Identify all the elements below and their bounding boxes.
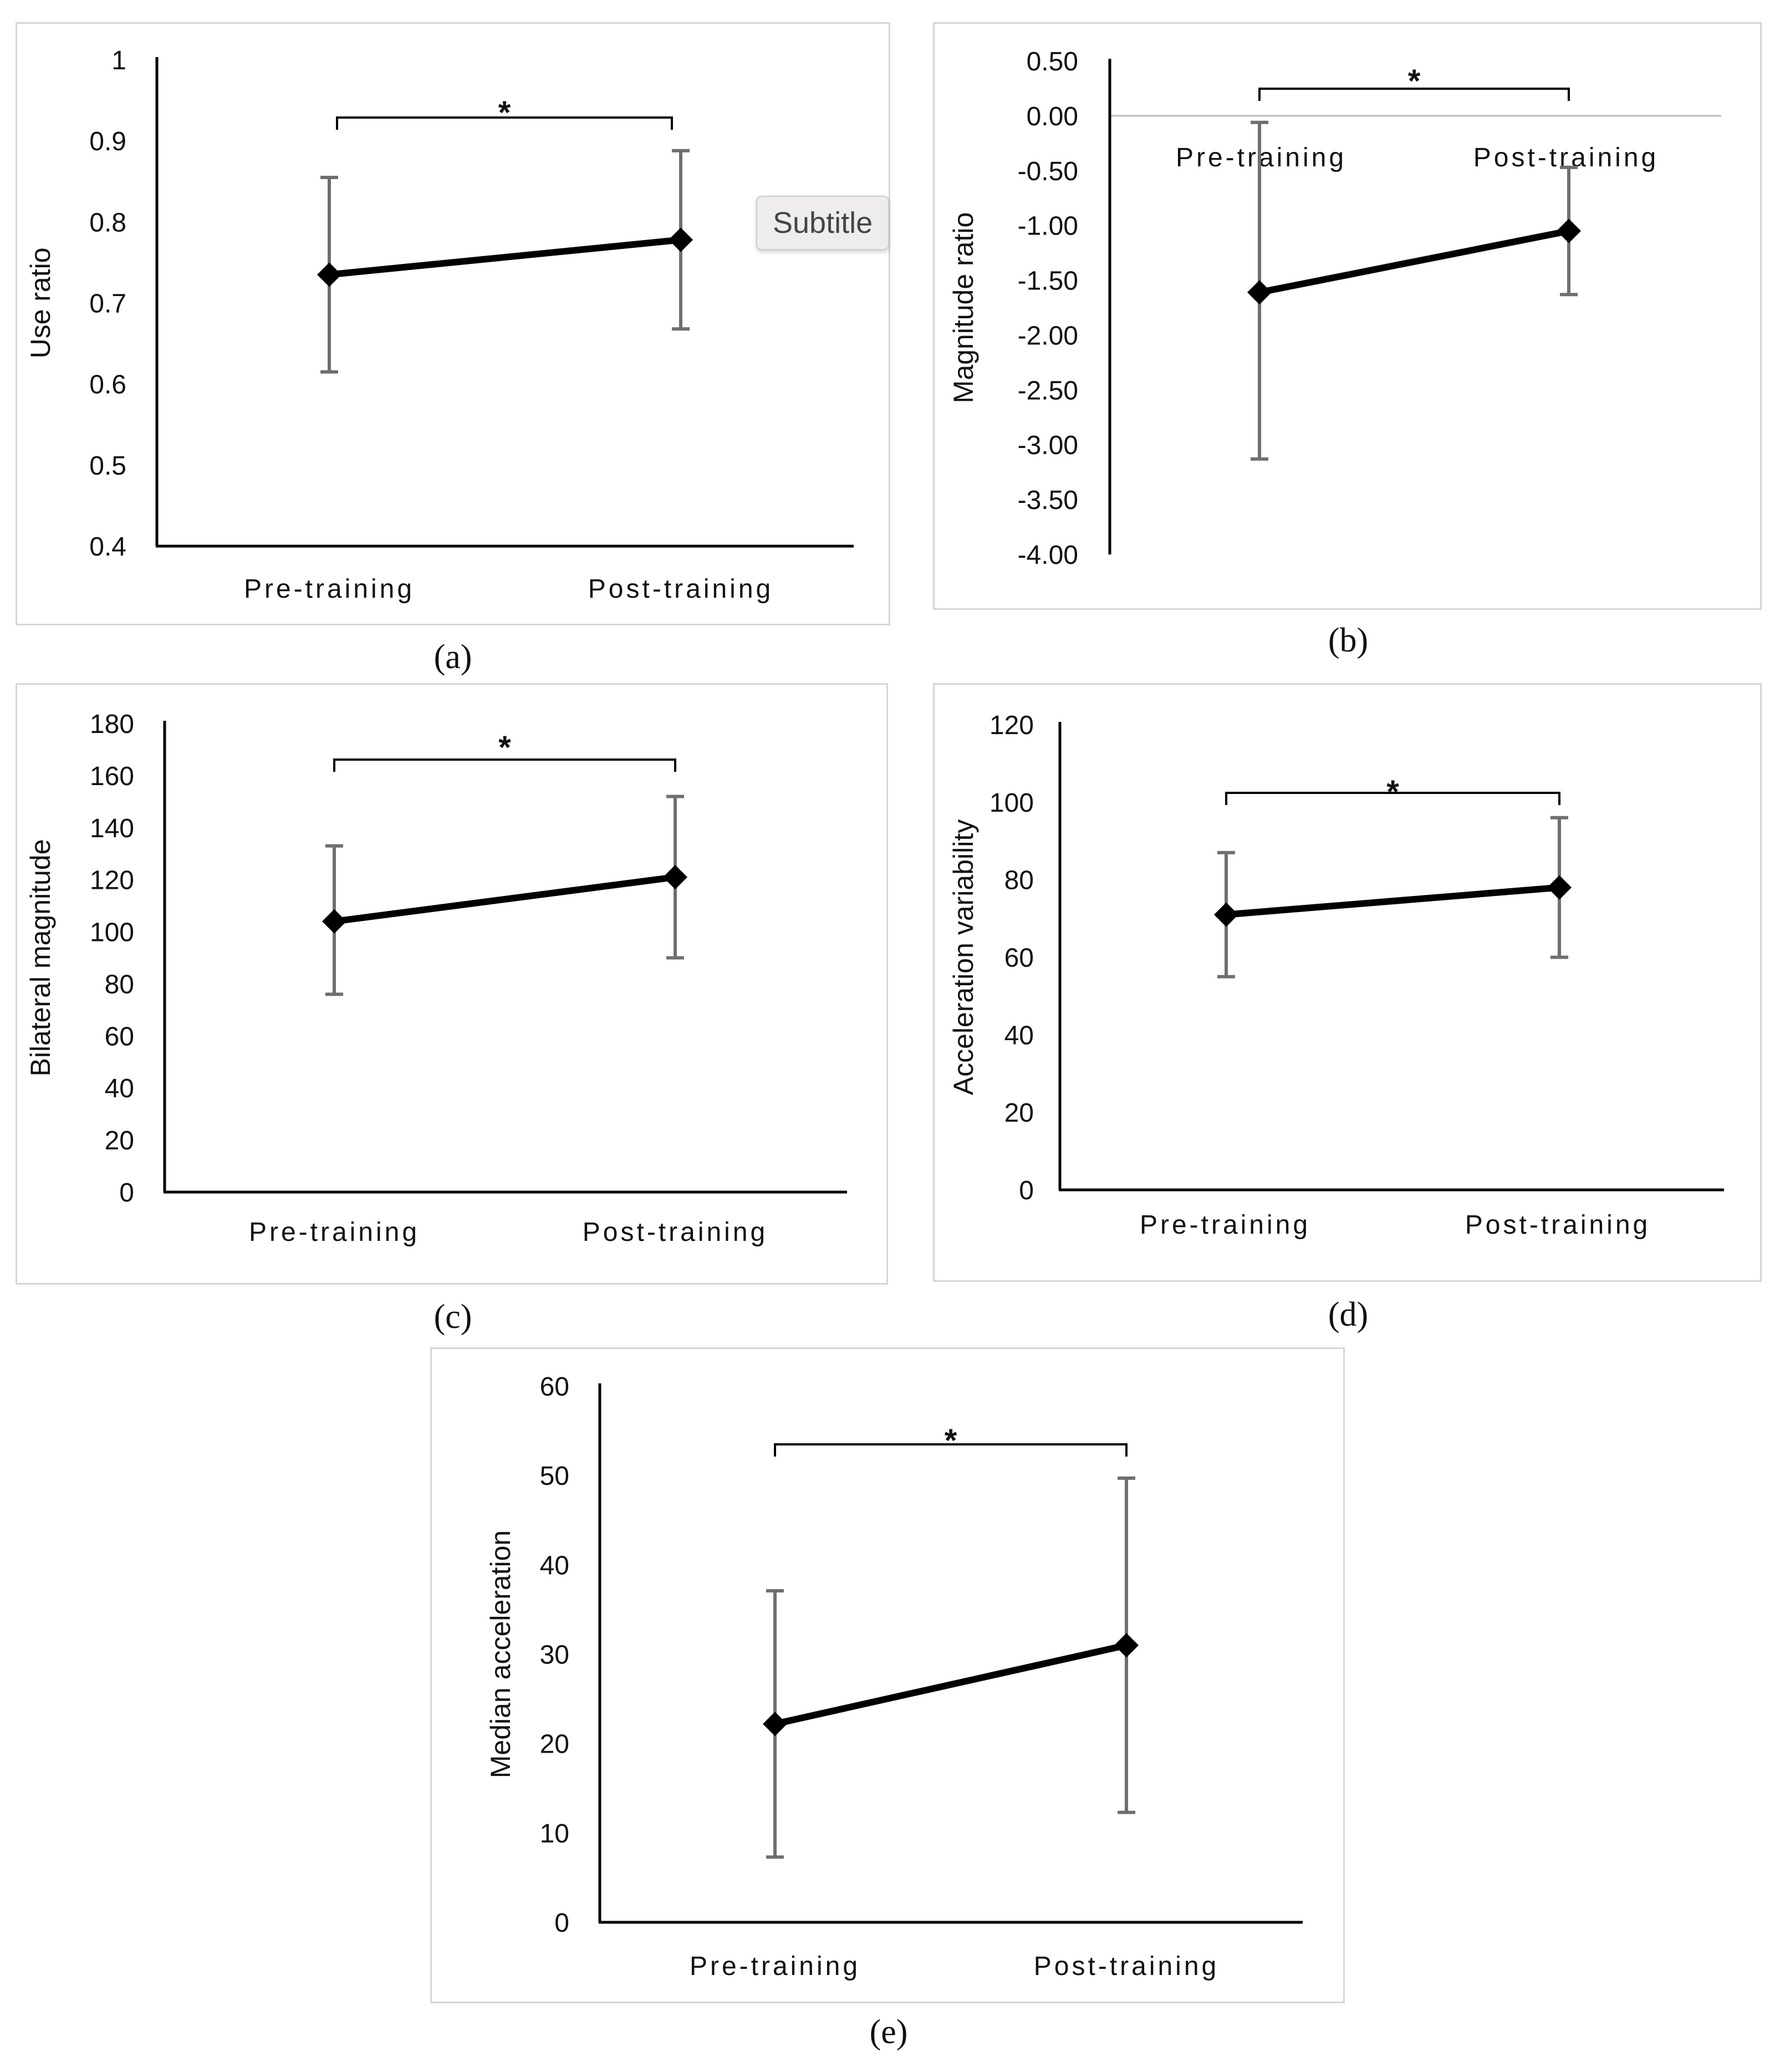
y-tick-label: 80 (105, 970, 134, 999)
y-tick-label: 0.6 (89, 370, 126, 400)
data-point-marker (1547, 875, 1572, 900)
y-axis-label: Magnitude ratio (948, 212, 979, 404)
data-point-marker (1247, 280, 1272, 305)
x-category-label: Pre-training (690, 1952, 860, 1981)
y-tick-label: 20 (105, 1126, 134, 1155)
data-point-marker (1214, 902, 1238, 927)
y-tick-label: 0.5 (89, 451, 126, 481)
y-tick-label: 20 (540, 1730, 569, 1759)
x-category-label: Pre-training (1140, 1210, 1310, 1240)
y-tick-label: 0.7 (89, 289, 126, 319)
y-tick-label: 0 (554, 1908, 569, 1938)
y-tick-label: 120 (90, 866, 134, 895)
data-point-marker (1557, 218, 1581, 243)
significance-star: * (1386, 774, 1399, 810)
panel-frame-a (16, 22, 890, 625)
caption-b: (b) (1328, 622, 1369, 659)
significance-star: * (498, 95, 511, 131)
y-tick-label: 0.4 (89, 532, 126, 562)
mean-line (772, 1642, 1130, 1728)
subtitle-tooltip: Subtitle (756, 196, 890, 250)
significance-bracket (1258, 88, 1570, 101)
y-axis-label: Median acceleration (485, 1530, 516, 1779)
x-category-label: Post-training (1034, 1952, 1219, 1981)
data-point-marker (763, 1712, 787, 1737)
data-point-marker (1114, 1633, 1139, 1658)
y-tick-label: -1.00 (1018, 212, 1078, 241)
y-tick-label: 100 (90, 918, 134, 948)
significance-bracket (336, 116, 673, 130)
y-tick-label: 0.9 (89, 127, 126, 156)
x-category-label: Post-training (583, 1218, 768, 1247)
caption-e: (e) (869, 2013, 908, 2051)
y-tick-label: 30 (540, 1641, 569, 1670)
panel-frame-b (933, 22, 1762, 610)
y-tick-label: 40 (105, 1074, 134, 1103)
mean-line (326, 236, 684, 278)
y-tick-label: 0.00 (1027, 102, 1078, 131)
y-tick-label: 140 (90, 814, 134, 843)
y-tick-label: 50 (540, 1462, 569, 1491)
y-tick-label: -2.00 (1018, 321, 1078, 350)
y-tick-label: 120 (989, 711, 1034, 740)
y-tick-label: 0.8 (89, 208, 126, 237)
mean-line (1256, 227, 1572, 296)
y-tick-label: -3.00 (1018, 431, 1078, 460)
y-tick-label: 60 (540, 1372, 569, 1402)
y-tick-label: 60 (105, 1022, 134, 1051)
data-point-marker (322, 909, 346, 934)
y-axis-label: Use ratio (25, 247, 56, 358)
y-tick-label: 80 (1004, 866, 1034, 895)
caption-d: (d) (1328, 1296, 1369, 1333)
significance-star: * (1408, 63, 1421, 99)
y-tick-label: 40 (540, 1551, 569, 1580)
y-tick-label: 10 (540, 1819, 569, 1849)
y-tick-label: 20 (1004, 1098, 1034, 1128)
y-tick-label: 60 (1004, 944, 1034, 973)
y-tick-label: -1.50 (1018, 267, 1078, 296)
caption-a: (a) (433, 638, 472, 676)
panel-frame-d (933, 683, 1762, 1282)
data-point-marker (317, 262, 341, 287)
y-tick-label: 1 (111, 46, 126, 75)
data-point-marker (669, 227, 693, 252)
x-category-label: Post-training (1465, 1210, 1650, 1240)
caption-c: (c) (433, 1298, 472, 1336)
significance-bracket (1225, 792, 1560, 805)
x-category-label: Pre-training (244, 574, 415, 604)
y-tick-label: 180 (90, 710, 134, 739)
y-tick-label: 40 (1004, 1021, 1034, 1050)
mean-line (331, 873, 679, 925)
panel-frame-e (430, 1347, 1345, 2003)
y-tick-label: 0.50 (1027, 47, 1078, 77)
y-tick-label: -2.50 (1018, 376, 1078, 405)
significance-star: * (498, 730, 511, 766)
y-tick-label: 160 (90, 762, 134, 791)
significance-bracket (774, 1443, 1128, 1457)
panel-frame-c (16, 683, 888, 1285)
y-tick-label: 0 (1019, 1176, 1034, 1205)
y-tick-label: 100 (989, 788, 1034, 818)
y-axis-label: Acceleration variability (948, 819, 979, 1095)
significance-bracket (333, 758, 676, 772)
mean-line (1223, 884, 1563, 918)
y-tick-label: -3.50 (1018, 486, 1078, 515)
significance-star: * (945, 1423, 957, 1459)
y-tick-label: -0.50 (1018, 157, 1078, 186)
x-category-label: Pre-training (249, 1218, 420, 1247)
y-tick-label: 0 (119, 1178, 134, 1208)
data-point-marker (663, 864, 687, 889)
y-tick-label: -4.00 (1018, 541, 1078, 570)
y-axis-label: Bilateral magnitude (25, 839, 56, 1076)
x-category-label: Post-training (588, 574, 773, 604)
